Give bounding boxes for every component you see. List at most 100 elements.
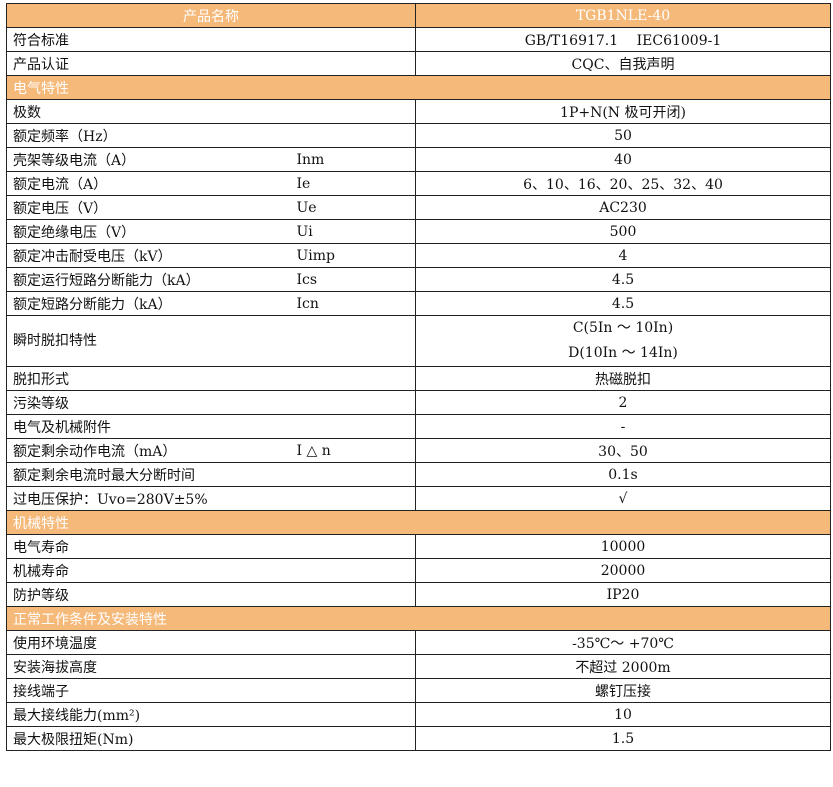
section-title: 电气特性 xyxy=(6,75,831,100)
row-label: 额定冲击耐受电压（kV） xyxy=(6,243,297,268)
table-row: 额定冲击耐受电压（kV） Uimp 4 xyxy=(6,243,831,268)
row-value: 50 xyxy=(415,123,831,148)
row-value: √ xyxy=(415,486,831,511)
row-label: 机械寿命 xyxy=(6,558,416,583)
row-value: 1P+N(N 极可开闭) xyxy=(415,99,831,124)
row-label: 接线端子 xyxy=(6,678,416,703)
table-row: 额定剩余动作电流（mA） I △ n 30、50 xyxy=(6,438,831,463)
table-row: 电气寿命 10000 xyxy=(6,534,831,559)
row-symbol xyxy=(296,315,416,367)
row-value: 4 xyxy=(415,243,831,268)
row-label: 额定剩余电流时最大分断时间 xyxy=(6,462,297,487)
row-label: 额定频率（Hz） xyxy=(6,123,297,148)
row-symbol xyxy=(296,462,416,487)
row-label: 最大极限扭矩(Nm) xyxy=(6,726,416,751)
section-header: 电气特性 xyxy=(6,75,831,100)
row-value: 0.1s xyxy=(415,462,831,487)
row-value-line: D(10In ～ 14In) xyxy=(568,345,678,361)
table-row: 额定电压（V） Ue AC230 xyxy=(6,195,831,220)
table-row: 产品认证 CQC、自我声明 xyxy=(6,51,831,76)
row-value: 20000 xyxy=(415,558,831,583)
row-value: C(5In ～ 10In) D(10In ～ 14In) xyxy=(415,315,831,367)
section-title: 正常工作条件及安装特性 xyxy=(6,606,831,631)
row-label: 污染等级 xyxy=(6,390,297,415)
row-value: - xyxy=(415,414,831,439)
row-symbol: Uimp xyxy=(296,243,416,268)
row-value: 30、50 xyxy=(415,438,831,463)
table-row: 额定绝缘电压（V） Ui 500 xyxy=(6,219,831,244)
table-row: 安装海拔高度 不超过 2000m xyxy=(6,654,831,679)
row-label: 额定电压（V） xyxy=(6,195,297,220)
row-label: 安装海拔高度 xyxy=(6,654,416,679)
header-model: TGB1NLE-40 xyxy=(415,3,831,28)
spec-table: 产品名称 TGB1NLE-40 符合标准 GB/T16917.1 IEC61009… xyxy=(6,3,831,751)
table-row: 接线端子 螺钉压接 xyxy=(6,678,831,703)
table-row: 电气及机械附件 - xyxy=(6,414,831,439)
header-name-label: 产品名称 xyxy=(6,3,416,28)
table-row: 额定频率（Hz） 50 xyxy=(6,123,831,148)
table-row: 使用环境温度 -35℃～ +70℃ xyxy=(6,630,831,655)
row-symbol xyxy=(296,123,416,148)
table-row: 瞬时脱扣特性 C(5In ～ 10In) D(10In ～ 14In) xyxy=(6,315,831,367)
row-label: 符合标准 xyxy=(6,27,416,52)
header-row: 产品名称 TGB1NLE-40 xyxy=(6,3,831,28)
section-title: 机械特性 xyxy=(6,510,831,535)
table-row: 脱扣形式 热磁脱扣 xyxy=(6,366,831,391)
row-symbol xyxy=(296,99,416,124)
row-value: 10 xyxy=(415,702,831,727)
section-header: 正常工作条件及安装特性 xyxy=(6,606,831,631)
row-label: 额定短路分断能力（kA） xyxy=(6,291,297,316)
row-value: 4.5 xyxy=(415,267,831,292)
row-value: 1.5 xyxy=(415,726,831,751)
row-symbol: Icn xyxy=(296,291,416,316)
row-label: 极数 xyxy=(6,99,297,124)
row-value: 6、10、16、20、25、32、40 xyxy=(415,171,831,196)
table-row: 额定剩余电流时最大分断时间 0.1s xyxy=(6,462,831,487)
row-label: 电气寿命 xyxy=(6,534,416,559)
row-symbol: Ics xyxy=(296,267,416,292)
row-symbol xyxy=(296,414,416,439)
row-label: 最大接线能力(mm²) xyxy=(6,702,416,727)
row-label: 脱扣形式 xyxy=(6,366,297,391)
table-row: 壳架等级电流（A） Inm 40 xyxy=(6,147,831,172)
row-symbol xyxy=(296,486,416,511)
row-value: -35℃～ +70℃ xyxy=(415,630,831,655)
row-value: 10000 xyxy=(415,534,831,559)
table-row: 额定运行短路分断能力（kA） Ics 4.5 xyxy=(6,267,831,292)
row-label: 额定绝缘电压（V） xyxy=(6,219,297,244)
row-symbol: Ie xyxy=(296,171,416,196)
table-row: 污染等级 2 xyxy=(6,390,831,415)
table-row: 机械寿命 20000 xyxy=(6,558,831,583)
row-value: CQC、自我声明 xyxy=(415,51,831,76)
table-row: 额定电流（A） Ie 6、10、16、20、25、32、40 xyxy=(6,171,831,196)
row-value: 热磁脱扣 xyxy=(415,366,831,391)
row-value: AC230 xyxy=(415,195,831,220)
row-label: 防护等级 xyxy=(6,582,416,607)
row-symbol: Ui xyxy=(296,219,416,244)
section-header: 机械特性 xyxy=(6,510,831,535)
row-value: 螺钉压接 xyxy=(415,678,831,703)
row-value-line: C(5In ～ 10In) xyxy=(572,320,674,336)
row-label: 瞬时脱扣特性 xyxy=(6,315,297,367)
row-label: 额定电流（A） xyxy=(6,171,297,196)
table-row: 符合标准 GB/T16917.1 IEC61009-1 xyxy=(6,27,831,52)
row-label: 电气及机械附件 xyxy=(6,414,297,439)
row-symbol: Inm xyxy=(296,147,416,172)
row-symbol: Ue xyxy=(296,195,416,220)
table-row: 极数 1P+N(N 极可开闭) xyxy=(6,99,831,124)
row-label: 额定剩余动作电流（mA） xyxy=(6,438,297,463)
row-value: 500 xyxy=(415,219,831,244)
row-label: 过电压保护：Uvo=280V±5% xyxy=(6,486,297,511)
row-value: GB/T16917.1 IEC61009-1 xyxy=(415,27,831,52)
row-label: 产品认证 xyxy=(6,51,416,76)
row-value: 40 xyxy=(415,147,831,172)
table-row: 最大极限扭矩(Nm) 1.5 xyxy=(6,726,831,751)
table-row: 额定短路分断能力（kA） Icn 4.5 xyxy=(6,291,831,316)
row-label: 壳架等级电流（A） xyxy=(6,147,297,172)
row-symbol: I △ n xyxy=(296,438,416,463)
row-value: 2 xyxy=(415,390,831,415)
row-label: 额定运行短路分断能力（kA） xyxy=(6,267,297,292)
table-row: 最大接线能力(mm²) 10 xyxy=(6,702,831,727)
row-symbol xyxy=(296,366,416,391)
row-value: 4.5 xyxy=(415,291,831,316)
